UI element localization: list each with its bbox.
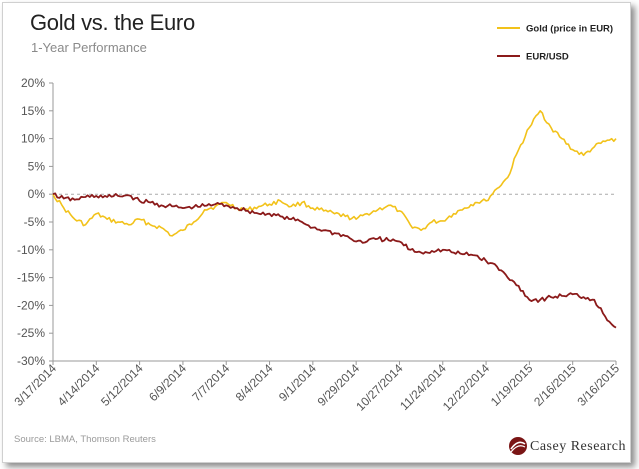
y-tick-label: -30% bbox=[17, 354, 45, 368]
x-tick-label: 3/16/2015 bbox=[574, 361, 622, 409]
y-tick-label: -5% bbox=[24, 215, 46, 229]
y-tick-label: 0% bbox=[28, 187, 46, 201]
casey-research-logo: Casey Research bbox=[508, 436, 628, 456]
y-tick-label: -20% bbox=[17, 298, 45, 312]
y-tick-label: 20% bbox=[21, 76, 45, 90]
legend: Gold (price in EUR) EUR/USD bbox=[497, 24, 613, 63]
x-tick-label: 8/4/2014 bbox=[233, 361, 276, 404]
y-tick-label: 5% bbox=[28, 159, 46, 173]
series-layer bbox=[52, 110, 617, 329]
chart-frame bbox=[2, 2, 631, 463]
x-tick-label: 4/14/2014 bbox=[55, 361, 103, 409]
x-tick-label: 5/12/2014 bbox=[98, 361, 146, 409]
x-tick-label: 3/17/2014 bbox=[11, 361, 59, 409]
x-tick-label: 12/22/2014 bbox=[440, 361, 493, 414]
y-tick-label: -10% bbox=[17, 243, 45, 257]
casey-research-logo-icon bbox=[509, 437, 527, 455]
chart-subtitle: 1-Year Performance bbox=[31, 40, 147, 55]
x-tick-label: 2/16/2015 bbox=[531, 361, 579, 409]
x-tick-label: 6/9/2014 bbox=[146, 361, 189, 404]
legend-label: EUR/USD bbox=[526, 52, 569, 63]
x-tick-label: 9/1/2014 bbox=[276, 361, 319, 404]
chart-title: Gold vs. the Euro bbox=[30, 10, 195, 35]
x-tick-label: 1/19/2015 bbox=[488, 361, 536, 409]
logo-text: Casey Research bbox=[530, 439, 627, 454]
y-tick-label: -25% bbox=[17, 326, 45, 340]
legend-label: Gold (price in EUR) bbox=[526, 24, 613, 35]
series-line-eurusd bbox=[52, 192, 617, 329]
source-note: Source: LBMA, Thomson Reuters bbox=[14, 434, 156, 445]
series-line-gold bbox=[52, 110, 617, 237]
x-tick-label: 10/27/2014 bbox=[353, 361, 406, 414]
x-tick-label: 7/7/2014 bbox=[189, 361, 232, 404]
y-tick-label: -15% bbox=[17, 271, 45, 285]
y-tick-label: 15% bbox=[21, 104, 45, 118]
y-tick-label: 10% bbox=[21, 132, 45, 146]
